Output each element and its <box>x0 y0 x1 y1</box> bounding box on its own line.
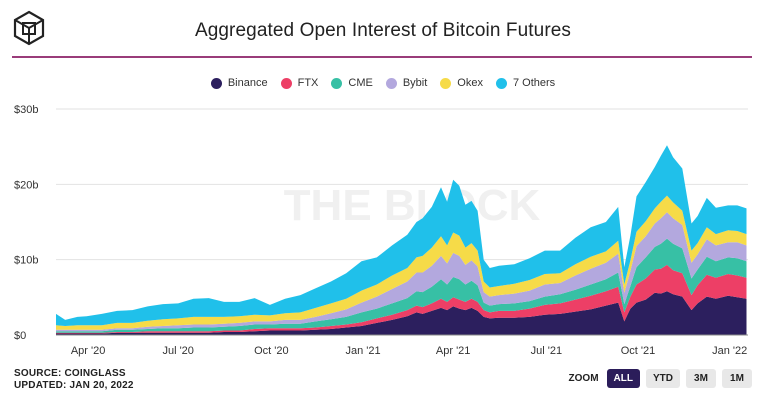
legend-item-ftx[interactable]: FTX <box>280 77 319 89</box>
zoom-1m-button[interactable]: 1M <box>722 369 752 388</box>
x-tick-label: Jan '21 <box>345 345 380 357</box>
legend-swatch <box>495 77 507 89</box>
area-series-bybit <box>56 212 747 332</box>
stacked-area-chart: $0 $10b $20b $30b THE BLOCK Apr '20 Jul '20 Oct… <box>14 104 748 357</box>
watermark: THE BLOCK <box>284 181 541 230</box>
zoom-controls: ZOOM ALL YTD 3M 1M <box>569 369 752 388</box>
legend-swatch <box>280 77 292 89</box>
zoom-ytd-button[interactable]: YTD <box>646 369 680 388</box>
zoom-3m-button[interactable]: 3M <box>686 369 716 388</box>
legend-swatch <box>385 77 397 89</box>
x-tick-label: Oct '20 <box>254 345 289 357</box>
legend-item-bybit[interactable]: Bybit <box>385 77 428 89</box>
legend-item-binance[interactable]: Binance <box>210 77 268 89</box>
legend-item-okex[interactable]: Okex <box>440 77 483 89</box>
area-series-cme <box>56 238 747 333</box>
legend-label: Bybit <box>402 77 428 89</box>
legend-label: 7 Others <box>512 77 556 89</box>
legend-label: Okex <box>457 77 483 89</box>
legend-swatch <box>331 77 343 89</box>
chart-title: Aggregated Open Interest of Bitcoin Futu… <box>194 20 572 41</box>
chart-legend: Binance FTX CME Bybit Okex 7 Others <box>0 77 766 89</box>
x-tick-label: Oct '21 <box>621 345 656 357</box>
legend-swatch <box>440 77 452 89</box>
legend-label: CME <box>348 77 373 89</box>
area-series-okex <box>56 195 747 330</box>
zoom-all-button[interactable]: ALL <box>606 369 640 388</box>
x-tick-label: Jul '20 <box>162 345 193 357</box>
y-tick-label: $20b <box>14 179 38 191</box>
x-tick-label: Apr '21 <box>436 345 471 357</box>
legend-swatch <box>210 77 222 89</box>
area-series-ftx <box>56 264 747 334</box>
footer-source: SOURCE: COINGLASS UPDATED: JAN 20, 2022 <box>14 368 134 392</box>
legend-label: Binance <box>227 77 268 89</box>
legend-label: FTX <box>297 77 319 89</box>
y-tick-label: $0 <box>14 330 26 342</box>
y-tick-label: $10b <box>14 255 38 267</box>
title-divider <box>12 56 752 58</box>
zoom-label: ZOOM <box>568 373 599 384</box>
legend-item-cme[interactable]: CME <box>331 77 373 89</box>
x-tick-label: Jul '21 <box>531 345 562 357</box>
y-tick-label: $30b <box>14 104 38 116</box>
source-label: SOURCE: COINGLASS <box>14 368 126 379</box>
x-tick-label: Apr '20 <box>71 345 106 357</box>
updated-label: UPDATED: JAN 20, 2022 <box>14 380 134 391</box>
legend-item-7-others[interactable]: 7 Others <box>495 77 556 89</box>
x-tick-label: Jan '22 <box>712 345 747 357</box>
area-series-binance <box>56 291 747 335</box>
the-block-logo-icon <box>13 10 45 46</box>
area-series-7-others <box>56 145 747 326</box>
